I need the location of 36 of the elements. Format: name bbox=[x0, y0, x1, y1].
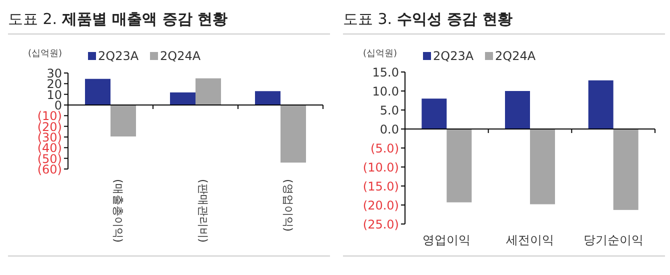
bar bbox=[422, 98, 447, 129]
y-tick-label: 10.0 bbox=[372, 84, 399, 98]
y-axis-title: (십억원) bbox=[363, 49, 398, 59]
bar bbox=[613, 129, 638, 210]
y-tick-label: 15.0 bbox=[372, 66, 399, 80]
x-tick-label: (영업이익) bbox=[282, 179, 294, 232]
x-tick-label: (판매관리비) bbox=[196, 179, 210, 243]
bar bbox=[170, 92, 196, 105]
y-tick-label: (25.0) bbox=[362, 218, 399, 232]
y-tick-label: (20.0) bbox=[362, 198, 399, 212]
bar bbox=[505, 91, 530, 129]
y-axis-title: (십억원) bbox=[28, 49, 62, 59]
legend-label: 2Q23A bbox=[433, 49, 474, 63]
x-tick-label: 당기순이익 bbox=[583, 233, 644, 247]
bar bbox=[110, 105, 136, 136]
x-tick-label: 영업이익 bbox=[422, 233, 471, 247]
y-tick-label: 0.0 bbox=[380, 122, 399, 136]
legend-label: 2Q24A bbox=[495, 49, 536, 63]
y-tick-label: (10.0) bbox=[362, 160, 399, 174]
bar bbox=[446, 129, 472, 202]
bar bbox=[588, 80, 614, 129]
bar bbox=[196, 78, 221, 105]
y-tick-label: (60) bbox=[37, 162, 62, 176]
x-tick-label: (매출총이익) bbox=[112, 179, 124, 243]
bar bbox=[280, 105, 306, 163]
chart-title: 도표 2. 제품별 매출액 증감 현황 bbox=[8, 10, 228, 28]
y-tick-label: (15.0) bbox=[362, 180, 399, 194]
bar bbox=[530, 129, 555, 204]
y-tick-label: 5.0 bbox=[380, 104, 399, 118]
bar bbox=[85, 78, 110, 105]
legend-label: 2Q23A bbox=[98, 49, 140, 63]
bar bbox=[255, 91, 280, 105]
chart-title: 도표 3. 수익성 증감 현황 bbox=[343, 10, 512, 28]
y-tick-label: (5.0) bbox=[370, 142, 399, 156]
x-tick-label: 세전이익 bbox=[506, 233, 554, 247]
legend-label: 2Q24A bbox=[160, 49, 202, 63]
